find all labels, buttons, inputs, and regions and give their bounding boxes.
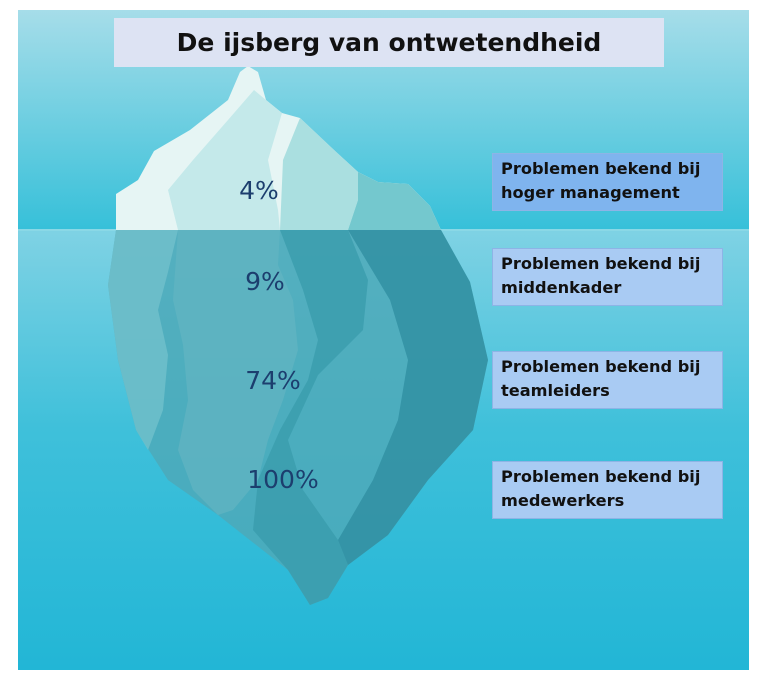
percent-level-4: 100% xyxy=(247,465,319,494)
percent-level-2: 9% xyxy=(245,267,285,296)
label-level-1: Problemen bekend bij hoger management xyxy=(492,153,723,211)
iceberg-illustration xyxy=(18,10,749,670)
diagram-title: De ijsberg van ontwetendheid xyxy=(114,18,664,67)
iceberg-underwater xyxy=(108,230,488,605)
label-level-2: Problemen bekend bij middenkader xyxy=(492,248,723,306)
label-level-4: Problemen bekend bij medewerkers xyxy=(492,461,723,519)
percent-level-3: 74% xyxy=(245,366,301,395)
iceberg-tip xyxy=(116,66,441,230)
percent-level-1: 4% xyxy=(239,176,279,205)
iceberg-diagram: De ijsberg van ontwetendheid 4% 9% 74% 1… xyxy=(18,10,749,670)
label-level-3: Problemen bekend bij teamleiders xyxy=(492,351,723,409)
